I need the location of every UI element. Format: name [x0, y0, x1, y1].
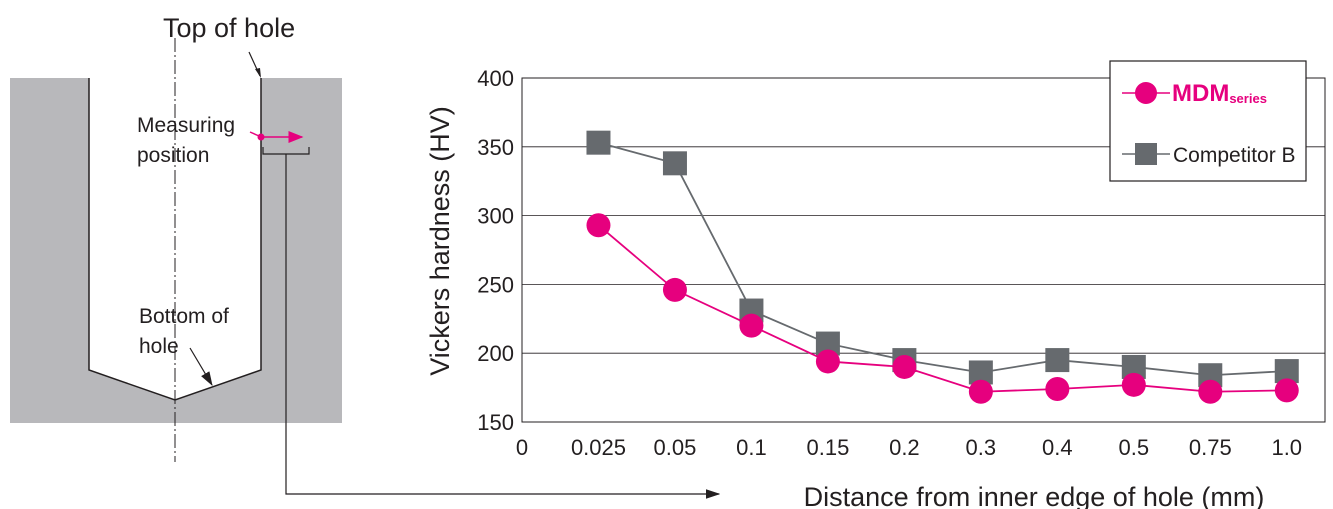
- data-point: [1121, 372, 1146, 397]
- top-of-hole-leader-arrowhead: [255, 68, 261, 78]
- legend-mdm-name: MDM: [1172, 80, 1229, 107]
- workpiece-block: [10, 78, 342, 423]
- data-point: [586, 213, 611, 238]
- data-point: [662, 151, 687, 176]
- y-tick-label: 350: [477, 135, 514, 160]
- data-point: [1045, 348, 1070, 373]
- y-axis-label: Vickers hardness (HV): [425, 106, 455, 376]
- data-point: [968, 379, 993, 404]
- x-axis-label: Distance from inner edge of hole (mm): [804, 482, 1265, 509]
- x-tick-label: 0.5: [1119, 435, 1150, 460]
- legend-mdm-label: MDMseries: [1172, 80, 1267, 107]
- data-point: [739, 313, 764, 338]
- hole-diagram: Top of hole Measuring position Bottom of…: [10, 13, 721, 499]
- series-mdm: [586, 213, 1299, 404]
- data-point: [815, 349, 840, 374]
- y-tick-label: 400: [477, 66, 514, 91]
- series-layer: [586, 130, 1299, 404]
- data-point: [892, 354, 917, 379]
- plot-area-frame: [521, 77, 1326, 423]
- series-line: [597, 224, 1287, 393]
- y-tick-label: 250: [477, 272, 514, 297]
- data-point: [662, 277, 687, 302]
- x-tick-label: 0.2: [889, 435, 920, 460]
- bottom-label-line-2: hole: [139, 335, 179, 358]
- x-tick-label: 0.3: [966, 435, 997, 460]
- x-tick-labels: 0 0.025 0.05 0.1 0.15 0.2 0.3 0.4 0.5 0.75 1.0: [516, 435, 1302, 460]
- y-tick-label: 300: [477, 204, 514, 229]
- data-point: [1045, 376, 1070, 401]
- y-tick-label: 150: [477, 410, 514, 435]
- x-tick-label: 0: [516, 435, 528, 460]
- x-tick-label: 0.1: [736, 435, 767, 460]
- measuring-point: [257, 133, 265, 141]
- bottom-leader: [189, 347, 213, 387]
- x-tick-label: 0.05: [654, 435, 697, 460]
- distance-connector-arrow: [285, 154, 721, 499]
- legend: MDMseries Competitor B: [1109, 60, 1307, 182]
- measuring-label-line-2: position: [137, 144, 209, 167]
- legend-mdm-suffix: series: [1229, 91, 1267, 106]
- x-tick-label: 0.4: [1042, 435, 1073, 460]
- x-tick-label: 0.75: [1189, 435, 1232, 460]
- y-tick-labels: 150 200 250 300 350 400: [477, 66, 514, 435]
- bottom-label-line-1: Bottom of: [139, 305, 229, 328]
- y-tick-label: 200: [477, 341, 514, 366]
- data-point: [1198, 379, 1223, 404]
- top-of-hole-label: Top of hole: [163, 13, 295, 43]
- measuring-leader: [249, 131, 260, 137]
- data-point: [586, 130, 611, 155]
- x-tick-label: 0.025: [571, 435, 626, 460]
- x-tick-label: 0.15: [806, 435, 849, 460]
- measuring-label-line-1: Measuring: [137, 114, 235, 137]
- legend-competitor-marker: [1135, 143, 1157, 165]
- series-line: [598, 141, 1287, 377]
- x-tick-label: 1.0: [1271, 435, 1302, 460]
- data-point: [1274, 378, 1299, 403]
- legend-mdm-marker: [1135, 82, 1157, 104]
- legend-competitor-label: Competitor B: [1173, 144, 1296, 167]
